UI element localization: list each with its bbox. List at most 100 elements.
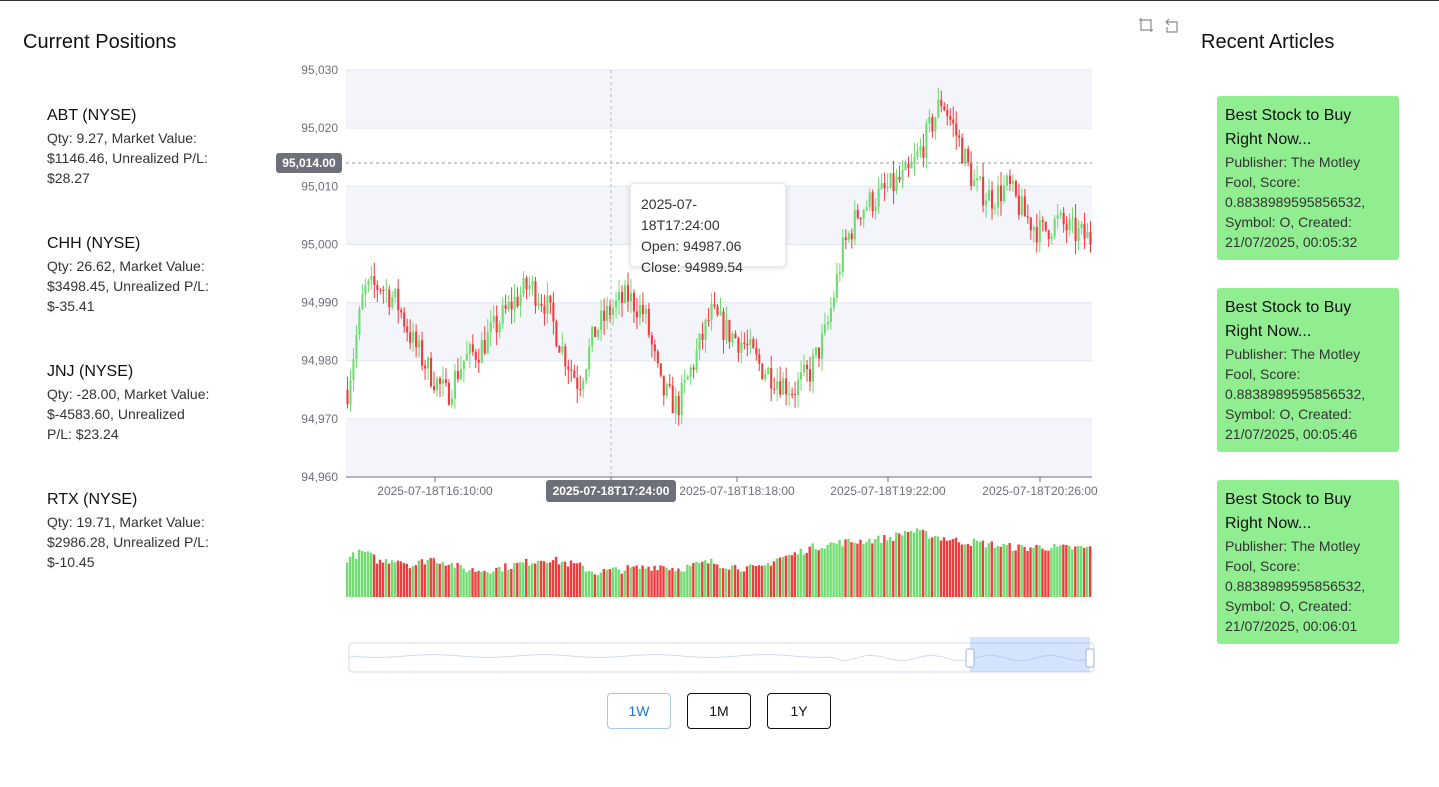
volume-bar [563,561,567,597]
volume-bar [733,565,737,597]
candle-body [531,281,534,285]
volume-bar [602,568,606,597]
candle-body [970,162,973,187]
candle-body [1080,223,1083,229]
volume-bar [936,536,940,597]
position-card-chh[interactable]: CHH (NYSE) Qty: 26.62, Market Value: $34… [39,224,221,324]
volume-bar [528,565,531,597]
volume-bar [605,569,608,597]
position-card-jnj[interactable]: JNJ (NYSE) Qty: -28.00, Market Value: $-… [39,352,221,452]
candle-body [1002,185,1006,202]
volume-bar [886,540,889,597]
candle-body [835,273,838,298]
candle-body [1020,196,1023,215]
candle-body [761,363,764,379]
grid-band [346,302,1092,361]
volume-bar [880,542,883,597]
volume-bar [596,575,600,597]
volume-bar [689,565,692,597]
volume-bar [769,565,773,597]
candle-body [695,350,698,370]
candle-body [1041,220,1044,222]
volume-bar [1074,546,1077,597]
candle-body [459,369,462,380]
volume-bar [978,541,981,597]
volume-bar [1032,547,1035,597]
volume-bar [474,571,477,597]
range-button-1m[interactable]: 1M [687,693,751,729]
candle-body [650,335,653,345]
y-axis: 94,960 94,970 94,980 94,990 95,000 95,010 95,0… [301,63,338,484]
candle-body [743,342,746,344]
volume-bar [510,569,513,597]
candle-body [949,116,952,120]
volume-bar [680,571,683,597]
range-button-1w[interactable]: 1W [607,693,671,729]
article-title: Best Stock to Buy Right Now... [1225,491,1352,532]
volume-bar [671,567,674,597]
data-zoom-slider[interactable] [348,637,1095,673]
volume-bar [545,562,549,597]
volume-bar [447,564,450,597]
candle-body [489,322,492,333]
candle-body [576,377,579,389]
candle-body [680,382,683,416]
candle-body [400,310,403,313]
candle-body [880,183,883,189]
volume-bar [504,563,507,597]
candle-body [785,378,788,395]
volume-bar [924,531,928,597]
volume-bar [674,571,677,597]
volume-bar [659,565,662,597]
volume-bar [492,571,495,597]
candle-body [993,207,997,209]
volume-bar [384,559,388,597]
volume-bars[interactable] [346,528,1092,597]
candle-body [537,303,540,306]
candle-body [1062,212,1065,225]
candle-body [701,333,704,340]
candle-body [755,347,758,355]
position-card-rtx[interactable]: RTX (NYSE) Qty: 19.71, Market Value: $29… [39,480,221,580]
volume-bar [871,543,874,597]
candle-body [737,337,740,353]
volume-bar [730,565,734,597]
volume-bar [650,570,653,597]
candle-body [606,306,609,321]
volume-bar [483,570,486,597]
article-card[interactable]: Best Stock to Buy Right Now... Publisher… [1217,288,1399,452]
x-tick-label: 2025-07-18T18:18:00 [679,484,795,498]
zoom-reset-icon[interactable] [1164,17,1180,33]
candle-body [573,370,576,378]
candle-body [567,366,570,370]
range-button-1y[interactable]: 1Y [767,693,831,729]
volume-bar [516,562,519,597]
candle-body [1026,216,1029,218]
volume-bar [742,571,746,597]
volume-bar [841,546,844,597]
article-card[interactable]: Best Stock to Buy Right Now... Publisher… [1217,480,1399,644]
candle-body [477,359,480,363]
candle-body [871,192,874,212]
candle-body [480,339,483,363]
volume-bar [578,562,582,597]
candle-body [582,380,585,390]
volume-bar [808,546,811,597]
volume-bar [904,530,907,597]
candlestick-series[interactable] [346,87,1092,426]
article-card[interactable]: Best Stock to Buy Right Now... Publisher… [1217,96,1399,260]
volume-bar [638,568,641,597]
position-card-abt[interactable]: ABT (NYSE) Qty: 9.27, Market Value: $114… [39,96,221,196]
volume-bar [554,556,558,597]
candle-body [471,344,474,352]
candle-body [609,306,612,316]
candle-body [910,163,913,169]
zoom-select-icon[interactable] [1138,17,1154,33]
candle-body [358,309,361,335]
candle-body [955,123,958,136]
candle-body [925,123,928,158]
volume-bar [912,532,916,597]
volume-bar [969,545,973,597]
candle-body [973,180,976,187]
